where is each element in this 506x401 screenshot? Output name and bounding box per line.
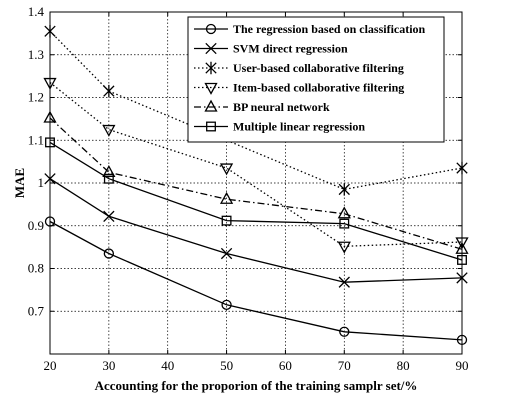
y-tick-label: 1.4 [28,4,45,19]
data-point [338,276,350,288]
series-lines [43,25,469,346]
legend-item: Multiple linear regression [194,120,365,134]
x-tick-label: 90 [456,358,469,373]
legend-item: Item-based collaborative filtering [194,81,404,95]
data-point [103,210,115,223]
legend-box [187,16,445,143]
legend-label: The regression based on classification [233,22,426,36]
data-point [219,191,234,204]
legend-marker [205,61,217,75]
y-tick-label: 0.7 [28,303,45,318]
data-point [103,248,115,259]
data-point [103,84,115,98]
data-point [219,163,234,176]
data-point [221,299,232,310]
series-line [49,141,463,261]
y-tick-label: 0.8 [28,261,44,276]
legend-label: Multiple linear regression [233,120,365,134]
y-tick-label: 1.2 [28,90,44,105]
legend-label: SVM direct regression [233,42,348,56]
legend-item: BP neural network [194,99,330,114]
x-tick-label: 50 [220,358,233,373]
legend-item: User-based collaborative filtering [194,61,404,75]
data-point [220,247,233,260]
legend-marker [204,99,218,112]
y-tick-label: 1.3 [28,47,44,62]
x-tick-label: 70 [338,358,351,373]
y-tick-label: 0.9 [28,218,44,233]
data-point [337,206,351,219]
data-point [103,173,114,184]
legend-marker [206,121,216,132]
data-point [339,326,350,337]
data-point [337,241,351,254]
series-2 [44,173,468,288]
legend-item: SVM direct regression [194,42,348,56]
y-axis-label: MAE [12,168,27,198]
legend-marker [205,23,217,35]
data-point [338,183,350,196]
legend-item: The regression based on classification [194,22,426,36]
x-tick-label: 20 [44,358,57,373]
y-tick-label: 1.1 [28,132,44,147]
axis-ticks: 20 30 40 50 60 70 80 90 0.7 0.8 0.9 1 1.1 1.2 1.3 1.4 [28,4,469,373]
data-point [102,164,116,177]
data-point [221,215,232,226]
legend-marker [205,42,217,55]
series-line [49,220,463,341]
x-tick-label: 30 [102,358,115,373]
data-point [102,124,116,137]
legend-label: Item-based collaborative filtering [233,81,404,95]
legend-label: BP neural network [233,100,330,114]
y-tick-label: 1 [38,175,45,190]
legend-marker [204,82,218,95]
x-tick-label: 80 [397,358,410,373]
legend-label: User-based collaborative filtering [233,61,404,75]
x-tick-label: 60 [279,358,292,373]
x-axis-label: Accounting for the proporion of the trai… [95,378,418,393]
x-tick-label: 40 [161,358,174,373]
series-6 [45,137,467,265]
data-point [339,218,350,229]
legend: The regression based on classification SV… [187,16,445,143]
